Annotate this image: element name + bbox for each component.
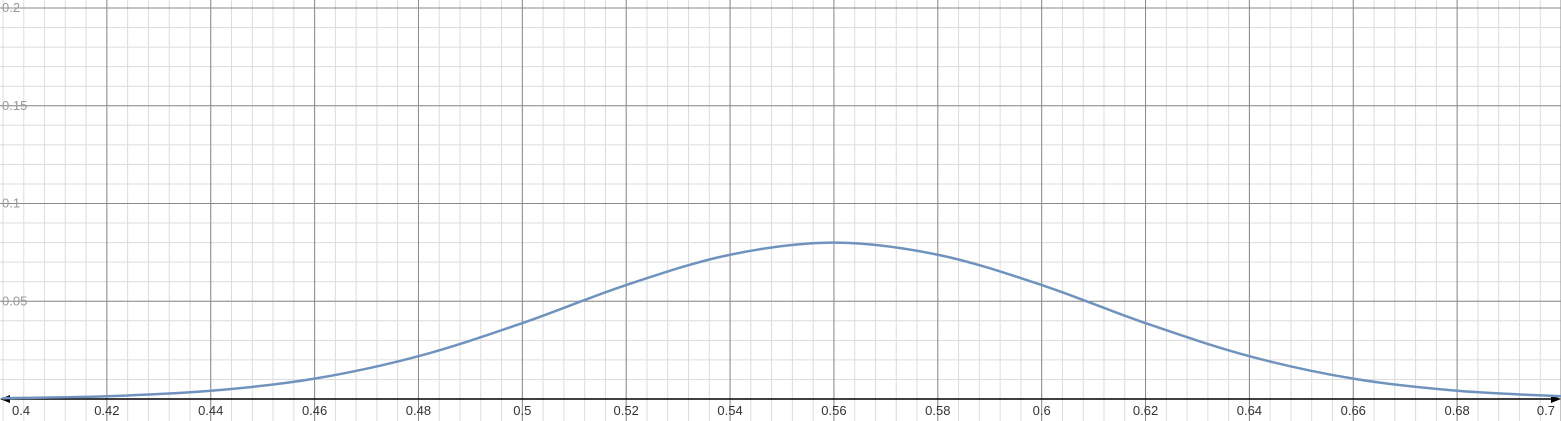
series-line xyxy=(1,241,1561,400)
x-tick-labels: 0.4 0.42 0.44 0.46 0.48 0.5 0.52 0.54 0.56 0.58 0.… xyxy=(12,403,1555,418)
x-tick-label: 0.56 xyxy=(821,403,846,418)
x-tick-label: 0.6 xyxy=(1033,403,1051,418)
x-tick-label: 0.48 xyxy=(406,403,431,418)
x-tick-label: 0.64 xyxy=(1237,403,1262,418)
x-tick-label: 0.68 xyxy=(1444,403,1469,418)
y-tick-label: 0.2 xyxy=(2,0,20,15)
x-tick-label: 0.4 xyxy=(12,403,30,418)
x-tick-label: 0.5 xyxy=(513,403,531,418)
x-tick-label: 0.7 xyxy=(1537,403,1555,418)
x-tick-label: 0.42 xyxy=(94,403,119,418)
y-tick-label: 0.05 xyxy=(2,293,27,308)
x-tick-label: 0.52 xyxy=(614,403,639,418)
series-layer xyxy=(1,241,1561,400)
x-tick-label: 0.46 xyxy=(302,403,327,418)
x-tick-label: 0.54 xyxy=(717,403,742,418)
y-tick-label: 0.15 xyxy=(2,98,27,113)
x-tick-label: 0.44 xyxy=(198,403,223,418)
x-tick-label: 0.58 xyxy=(925,403,950,418)
x-tick-label: 0.66 xyxy=(1341,403,1366,418)
x-tick-label: 0.62 xyxy=(1133,403,1158,418)
y-tick-label: 0.1 xyxy=(2,196,20,211)
axes xyxy=(0,395,1561,403)
y-tick-labels: 0.05 0.1 0.15 0.2 xyxy=(2,0,27,308)
